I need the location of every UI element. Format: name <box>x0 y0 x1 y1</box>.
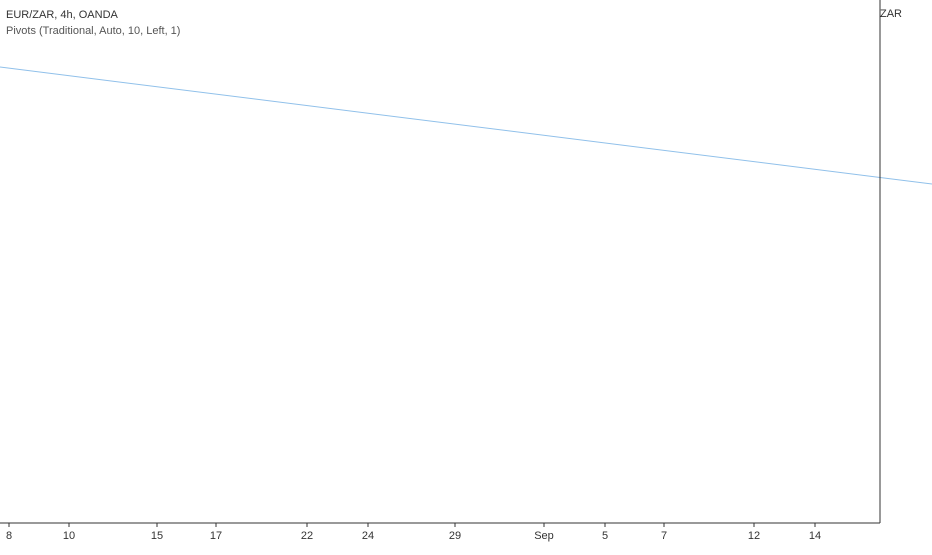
time-tick-label: 29 <box>449 530 461 542</box>
time-tick-label: 15 <box>151 530 163 542</box>
chart-lines <box>0 66 932 185</box>
time-tick-label: 24 <box>362 530 374 542</box>
time-tick-label: 7 <box>661 530 667 542</box>
price-axis[interactable]: 17.5000017.4000017.3000017.2000017.10000… <box>879 0 932 523</box>
time-tick-label: 5 <box>602 530 608 542</box>
time-axis[interactable]: 8 10 15 17 22 24 29 Sep 5 7 12 14 <box>0 522 880 542</box>
trendline <box>0 66 932 185</box>
time-tick-label: Sep <box>534 530 554 542</box>
time-tick-label: 22 <box>301 530 313 542</box>
symbol-title[interactable]: EUR/ZAR, 4h, OANDA <box>6 9 118 21</box>
indicator-legend[interactable]: Pivots (Traditional, Auto, 10, Left, 1) <box>6 25 181 37</box>
time-tick-label: 8 <box>6 530 12 542</box>
currency-label: ZAR <box>880 8 902 20</box>
time-tick-label: 12 <box>748 530 760 542</box>
time-tick-label: 14 <box>809 530 821 542</box>
time-tick-label: 10 <box>63 530 75 542</box>
time-tick-label: 17 <box>210 530 222 542</box>
